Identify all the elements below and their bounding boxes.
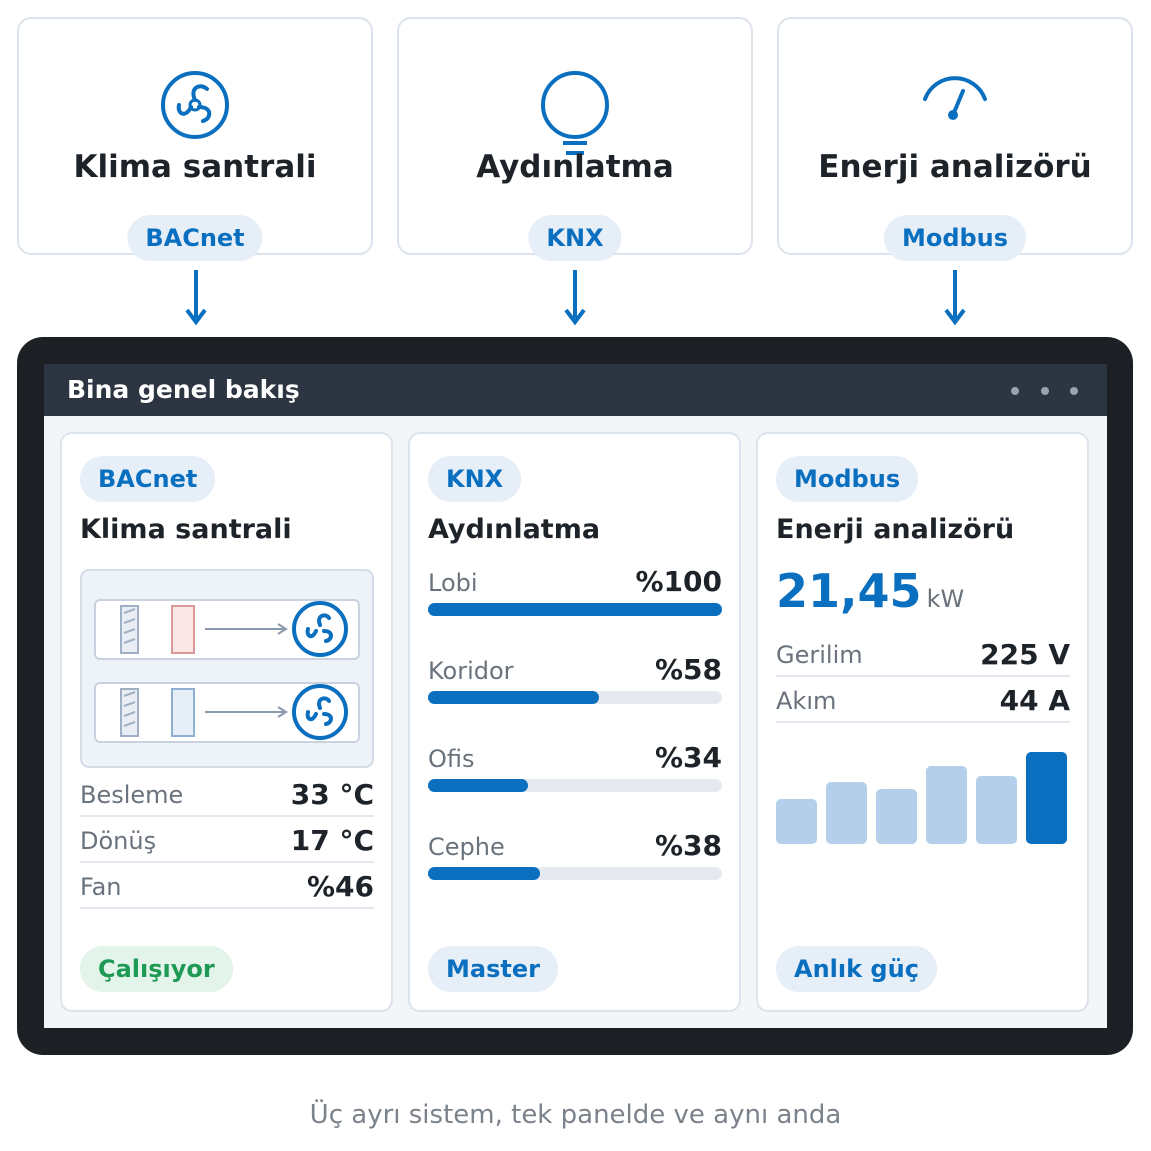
hvac-card: BACnet Klima santrali Besleme 33 °C Dönüş 1… bbox=[60, 432, 393, 1012]
row-value: %46 bbox=[306, 870, 374, 903]
panel-title: Bina genel bakış bbox=[67, 375, 300, 404]
row-label: Fan bbox=[80, 873, 122, 901]
menu-dot[interactable] bbox=[1070, 387, 1078, 395]
row-label: Koridor bbox=[428, 657, 514, 685]
card-title: Enerji analizörü bbox=[776, 514, 1015, 545]
card-title: Aydınlatma bbox=[428, 514, 601, 545]
footer-pill: Anlık güç bbox=[776, 946, 937, 992]
progress-track bbox=[428, 779, 722, 792]
gauge-icon bbox=[923, 76, 987, 120]
status-pill: Çalışıyor bbox=[80, 946, 233, 992]
progress-fill bbox=[428, 867, 540, 880]
energy-card: Modbus Enerji analizörü 21,45 kW Gerilim… bbox=[756, 432, 1089, 1012]
menu-dot[interactable] bbox=[1041, 387, 1049, 395]
protocol-pill: Modbus bbox=[883, 215, 1027, 261]
ahu-diagram bbox=[80, 569, 374, 768]
power-bar bbox=[976, 776, 1017, 844]
power-bar bbox=[826, 782, 867, 844]
footer-pill: Master bbox=[428, 946, 558, 992]
protocol-pill: KNX bbox=[528, 215, 622, 261]
source-card: Aydınlatma KNX bbox=[397, 17, 753, 261]
panel-header: Bina genel bakış bbox=[44, 364, 1107, 416]
power-bar bbox=[1026, 752, 1067, 844]
bar-chart bbox=[776, 714, 1070, 844]
row-value: %38 bbox=[654, 829, 722, 862]
power-bar bbox=[926, 766, 967, 844]
power-bar bbox=[876, 789, 917, 844]
fan-icon bbox=[161, 71, 229, 139]
source-title: Enerji analizörü bbox=[818, 149, 1092, 185]
source-title: Aydınlatma bbox=[476, 149, 674, 185]
arrow bbox=[944, 270, 966, 326]
progress-fill bbox=[428, 603, 722, 616]
bulb-icon bbox=[541, 71, 609, 155]
row-label: Ofis bbox=[428, 745, 475, 773]
menu-dot[interactable] bbox=[1011, 387, 1019, 395]
arrow bbox=[564, 270, 586, 326]
source-title: Klima santrali bbox=[73, 149, 317, 185]
data-row: Gerilim 225 V bbox=[776, 631, 1070, 677]
progress-fill bbox=[428, 691, 599, 704]
row-value: 33 °C bbox=[290, 778, 374, 811]
row-value: %100 bbox=[635, 565, 722, 598]
row-label: Gerilim bbox=[776, 641, 863, 669]
reading-unit: kW bbox=[926, 585, 965, 613]
progress-fill bbox=[428, 779, 528, 792]
source-card: Enerji analizörü Modbus bbox=[777, 17, 1133, 261]
reading: 21,45 kW bbox=[776, 564, 964, 618]
row-value: 44 A bbox=[999, 684, 1070, 717]
row-value: %58 bbox=[654, 653, 722, 686]
row-value: %34 bbox=[654, 741, 722, 774]
lighting-card: KNX Aydınlatma Lobi %100 Koridor %58 Ofis %34… bbox=[408, 432, 741, 1012]
progress-track bbox=[428, 603, 722, 616]
source-card: Klima santrali BACnet bbox=[17, 17, 373, 261]
card-title: Klima santrali bbox=[80, 514, 292, 545]
row-label: Akım bbox=[776, 687, 837, 715]
row-label: Besleme bbox=[80, 781, 184, 809]
row-value: 225 V bbox=[980, 638, 1070, 671]
protocol-pill: BACnet bbox=[80, 456, 216, 502]
data-row: Akım 44 A bbox=[776, 677, 1070, 723]
power-bar bbox=[776, 799, 817, 844]
reading-value: 21,45 bbox=[776, 564, 922, 618]
progress-track bbox=[428, 867, 722, 880]
arrow bbox=[185, 270, 207, 326]
data-row: Fan %46 bbox=[80, 863, 374, 909]
row-label: Lobi bbox=[428, 569, 478, 597]
row-label: Cephe bbox=[428, 833, 505, 861]
protocol-pill: KNX bbox=[428, 456, 522, 502]
row-label: Dönüş bbox=[80, 827, 157, 855]
caption: Üç ayrı sistem, tek panelde ve aynı anda bbox=[309, 1100, 842, 1130]
row-value: 17 °C bbox=[290, 824, 374, 857]
data-row: Dönüş 17 °C bbox=[80, 817, 374, 863]
data-row: Besleme 33 °C bbox=[80, 771, 374, 817]
protocol-pill: BACnet bbox=[127, 215, 263, 261]
protocol-pill: Modbus bbox=[776, 456, 919, 502]
progress-track bbox=[428, 691, 722, 704]
screen: Bina genel bakış BACnet Klima santrali B… bbox=[44, 364, 1107, 1028]
